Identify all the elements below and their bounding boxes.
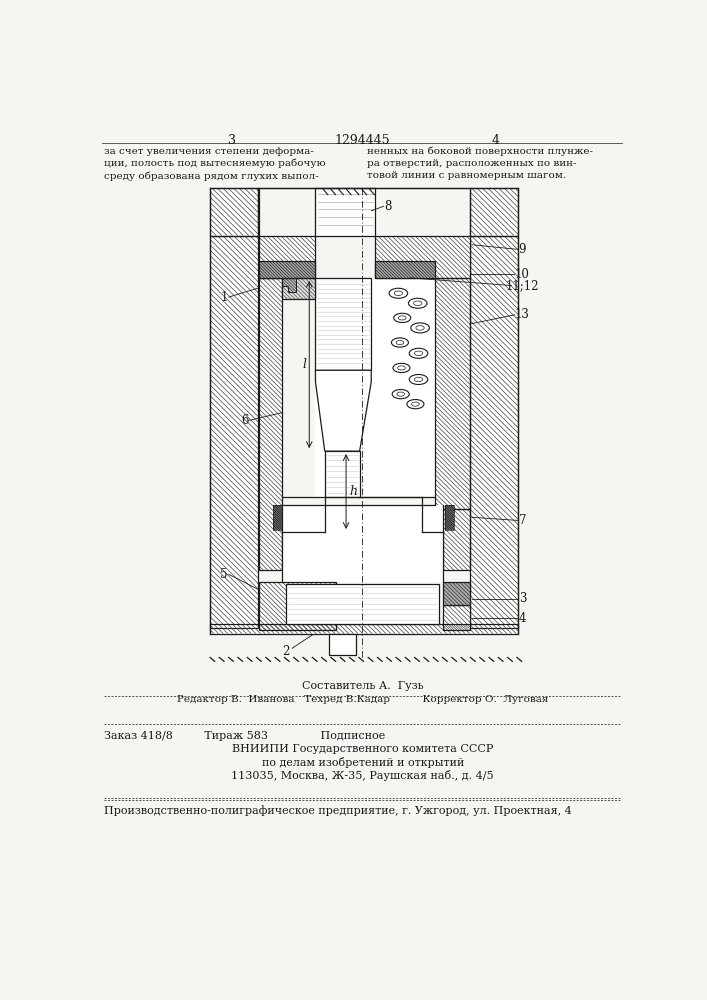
Bar	[325, 451, 360, 497]
PathPatch shape	[435, 278, 469, 509]
Text: 7: 7	[519, 514, 526, 527]
Bar	[375, 235, 469, 278]
Text: Редактор В.  Иванова   Техред В.Кадар          Корректор О.  Луговая: Редактор В. Иванова Техред В.Кадар Корре…	[177, 695, 549, 704]
Ellipse shape	[393, 363, 410, 373]
PathPatch shape	[210, 624, 518, 634]
Text: 13: 13	[515, 308, 530, 321]
Bar	[259, 235, 315, 278]
Bar	[286, 584, 440, 624]
Bar	[210, 624, 518, 634]
PathPatch shape	[443, 605, 469, 630]
Ellipse shape	[392, 338, 409, 347]
Text: 4: 4	[491, 134, 499, 147]
Polygon shape	[315, 370, 371, 451]
Text: 10: 10	[515, 267, 530, 280]
Text: по делам изобретений и открытий: по делам изобретений и открытий	[262, 757, 464, 768]
Text: Производственно-полиграфическое предприятие, г. Ужгород, ул. Проектная, 4: Производственно-полиграфическое предприя…	[104, 805, 572, 816]
Ellipse shape	[407, 400, 424, 409]
Bar	[259, 582, 337, 630]
Bar	[210, 235, 258, 628]
Text: 1294445: 1294445	[335, 134, 390, 147]
Text: за счет увеличения степени деформа-
ции, полость под вытесняемую рабочую
среду о: за счет увеличения степени деформа- ции,…	[104, 147, 325, 181]
PathPatch shape	[443, 582, 469, 605]
PathPatch shape	[282, 278, 315, 299]
PathPatch shape	[258, 188, 259, 235]
Text: 1: 1	[221, 291, 228, 304]
PathPatch shape	[259, 582, 337, 630]
PathPatch shape	[210, 235, 258, 628]
Bar	[443, 509, 469, 570]
Bar	[258, 188, 259, 235]
Ellipse shape	[409, 298, 427, 308]
PathPatch shape	[469, 188, 518, 235]
Text: h: h	[349, 485, 357, 498]
Bar	[259, 278, 282, 570]
Bar	[445, 505, 454, 530]
Text: 3: 3	[519, 592, 526, 605]
PathPatch shape	[375, 235, 469, 278]
PathPatch shape	[210, 188, 258, 235]
PathPatch shape	[445, 505, 454, 530]
Ellipse shape	[409, 348, 428, 358]
Bar	[259, 261, 315, 278]
PathPatch shape	[259, 235, 315, 278]
Polygon shape	[282, 278, 296, 292]
Ellipse shape	[394, 313, 411, 323]
Bar	[469, 188, 518, 235]
PathPatch shape	[259, 261, 315, 278]
Text: 9: 9	[519, 243, 526, 256]
Text: Заказ 418/8         Тираж 583               Подписное: Заказ 418/8 Тираж 583 Подписное	[104, 731, 385, 741]
Bar	[282, 505, 443, 582]
Bar	[443, 605, 469, 630]
Bar	[315, 188, 375, 235]
Text: 11;12: 11;12	[506, 279, 539, 292]
PathPatch shape	[273, 505, 282, 530]
Bar	[315, 278, 371, 370]
Bar	[435, 278, 469, 509]
PathPatch shape	[375, 261, 435, 278]
Bar	[282, 278, 315, 299]
Text: Составитель А.  Гузь: Составитель А. Гузь	[302, 681, 423, 691]
PathPatch shape	[259, 278, 282, 570]
Bar	[210, 188, 258, 235]
Text: ненных на боковой поверхности плунже-
ра отверстий, расположенных по вин-
товой : ненных на боковой поверхности плунже- ра…	[368, 147, 593, 180]
Text: 8: 8	[385, 200, 392, 213]
Bar	[443, 582, 469, 605]
Bar	[375, 261, 435, 278]
Text: 3: 3	[228, 134, 235, 147]
Bar	[315, 278, 435, 497]
Bar	[273, 505, 282, 530]
Ellipse shape	[409, 374, 428, 384]
Ellipse shape	[389, 288, 408, 298]
Text: ВНИИПИ Государственного комитета СССР: ВНИИПИ Государственного комитета СССР	[232, 744, 493, 754]
Bar	[329, 634, 356, 655]
PathPatch shape	[443, 509, 469, 570]
Bar	[469, 235, 518, 628]
Text: l: l	[302, 358, 306, 371]
Text: 6: 6	[241, 414, 249, 427]
Text: 4: 4	[519, 612, 526, 625]
Ellipse shape	[411, 323, 429, 333]
PathPatch shape	[469, 235, 518, 628]
Text: 2: 2	[282, 645, 290, 658]
Text: 5: 5	[221, 568, 228, 581]
Ellipse shape	[392, 389, 409, 399]
Text: 113035, Москва, Ж-35, Раушская наб., д. 4/5: 113035, Москва, Ж-35, Раушская наб., д. …	[231, 770, 494, 781]
